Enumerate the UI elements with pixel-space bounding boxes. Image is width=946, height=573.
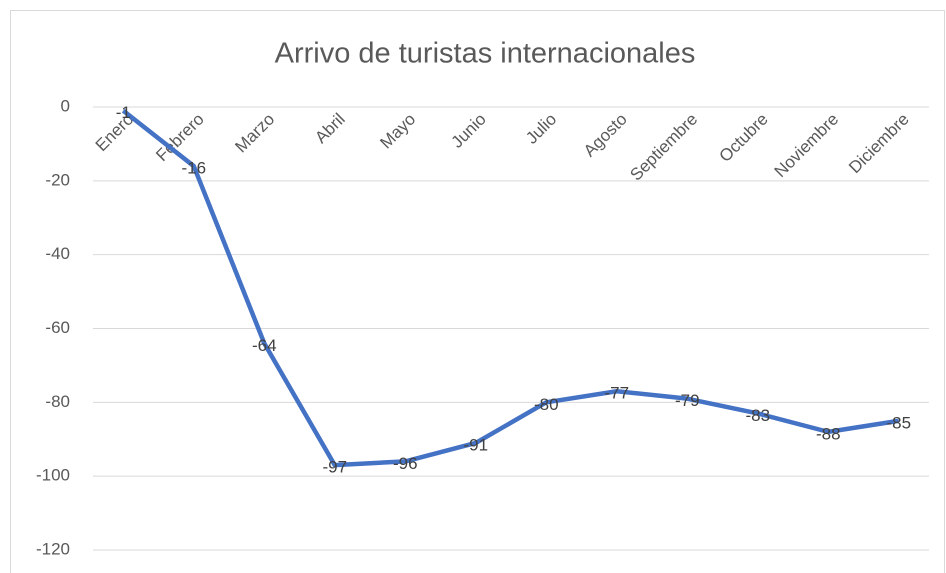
data-label: -91 — [463, 435, 488, 454]
data-label: -80 — [534, 395, 559, 414]
chart-border — [10, 10, 945, 573]
line — [121, 108, 900, 468]
data-label: -79 — [675, 391, 700, 410]
chart-title: Arrivo de turistas internacionales — [275, 38, 696, 70]
data-label: -83 — [745, 406, 770, 425]
data-label: -16 — [181, 159, 206, 178]
y-tick-label: -60 — [45, 318, 70, 337]
data-label: -85 — [886, 413, 911, 432]
y-tick-label: -100 — [36, 466, 70, 485]
data-label: -97 — [322, 458, 347, 477]
data-label: -96 — [393, 454, 418, 473]
data-label: -88 — [816, 424, 841, 443]
y-tick-label: 0 — [61, 96, 70, 115]
data-label: -77 — [604, 384, 629, 403]
data-label: -1 — [116, 103, 131, 122]
y-tick-label: -40 — [45, 244, 70, 263]
y-tick-label: -20 — [45, 170, 70, 189]
y-tick-label: -120 — [36, 539, 70, 558]
y-tick-label: -80 — [45, 392, 70, 411]
data-label: -64 — [252, 336, 277, 355]
